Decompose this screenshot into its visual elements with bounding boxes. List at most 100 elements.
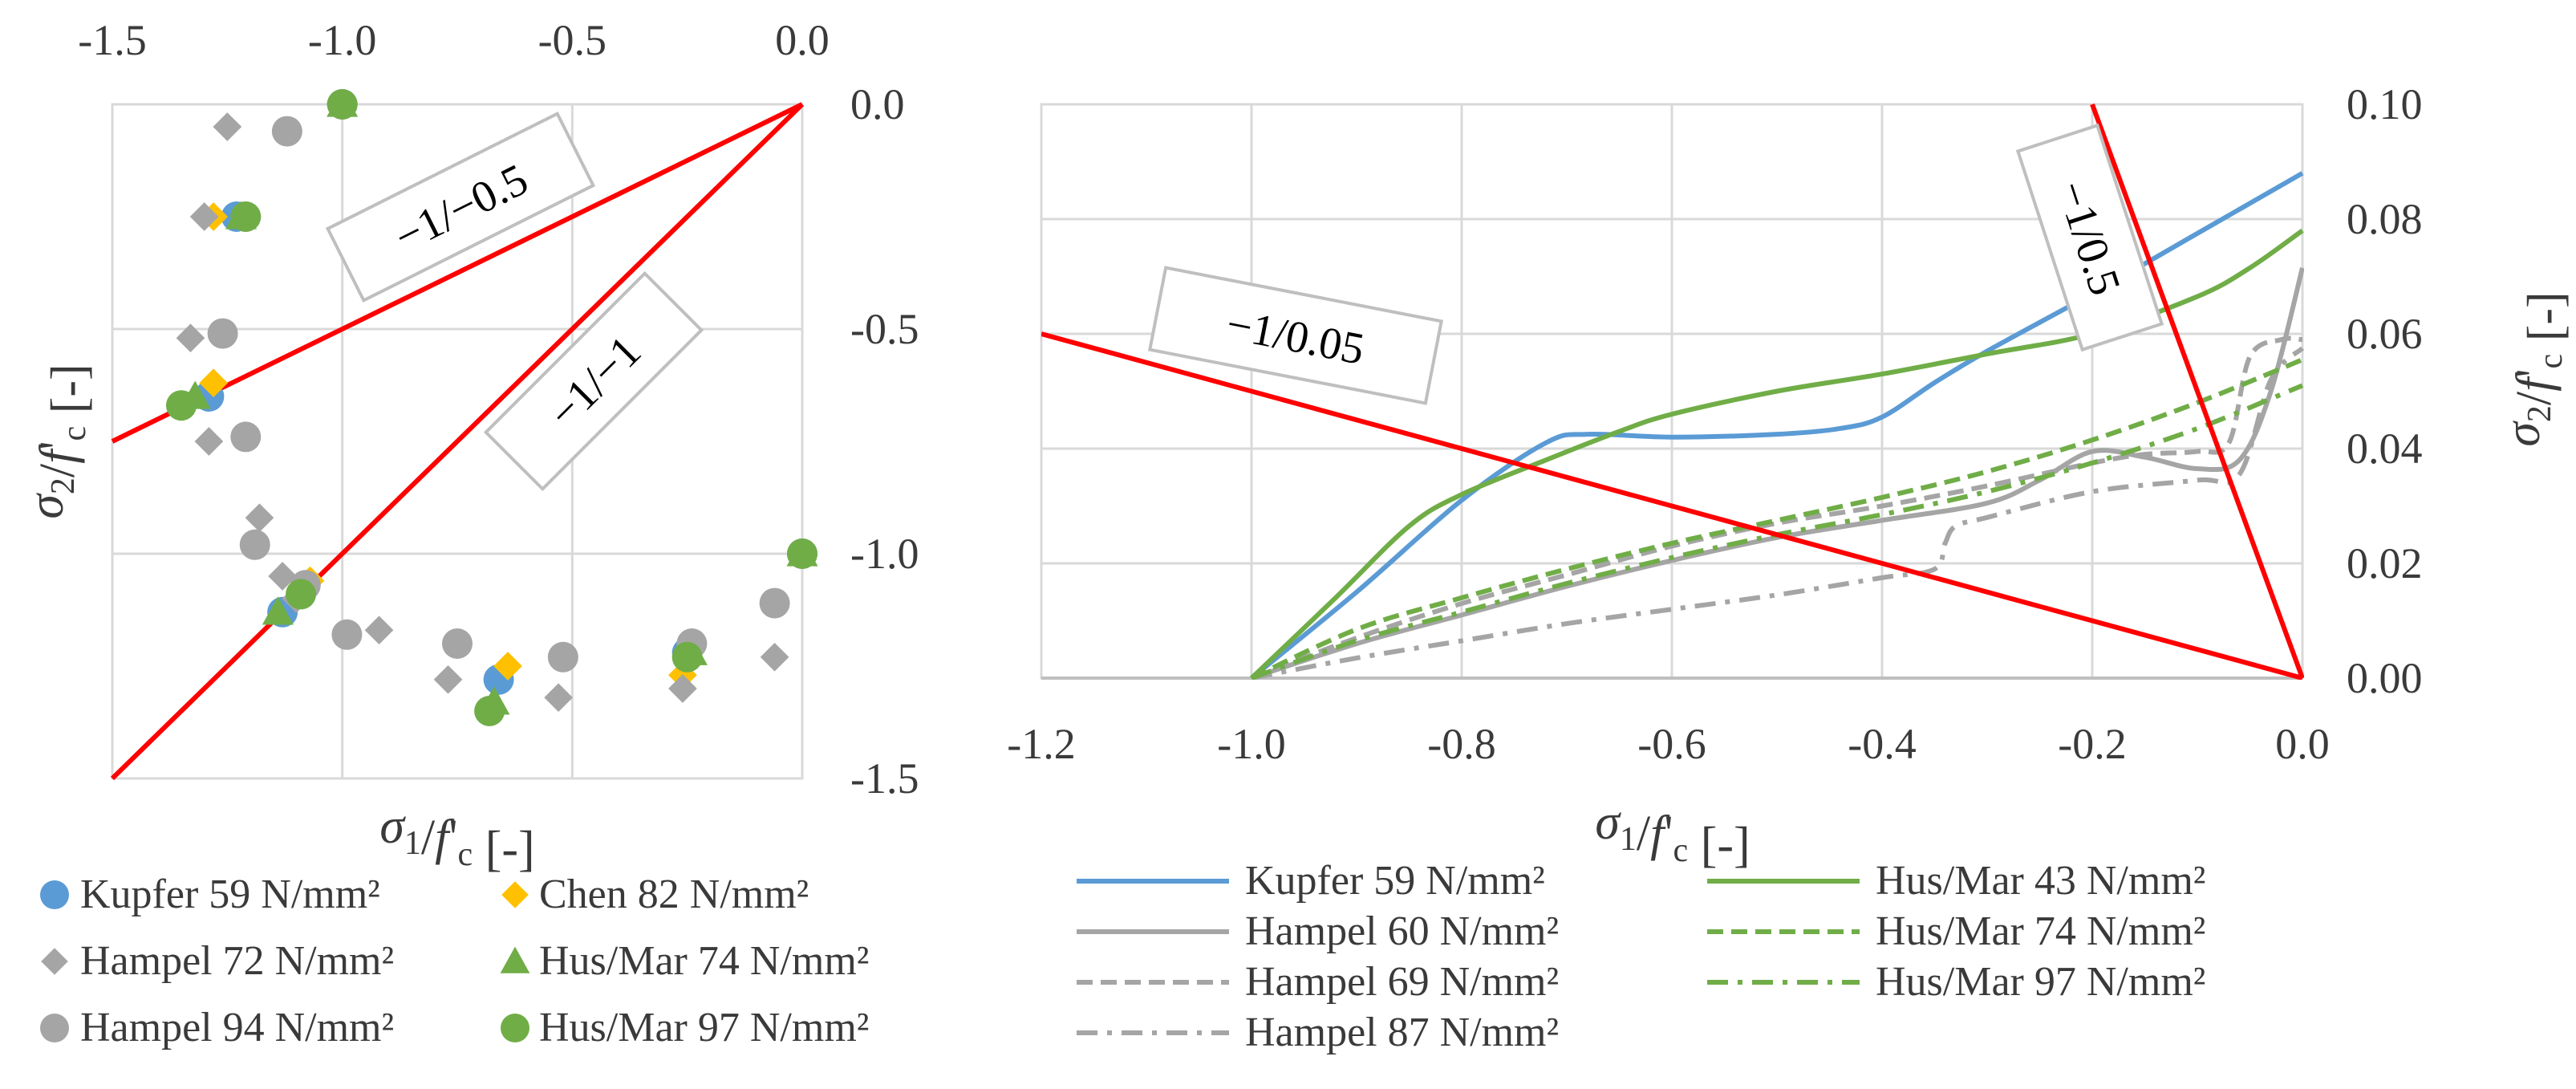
left-limit-line-2 xyxy=(110,102,805,781)
right-y-axis-label: σ2/f'c [-] xyxy=(2496,291,2573,446)
right-x-tick-label: -0.8 xyxy=(1427,720,1495,768)
right-legend-label: Hus/Mar 74 N/mm² xyxy=(1876,908,2205,954)
left-legend-item: Hus/Mar 97 N/mm² xyxy=(501,1005,869,1050)
right-legend-item: Hampel 69 N/mm² xyxy=(1077,959,1559,1005)
right-x-tick-label: -0.2 xyxy=(2058,720,2126,768)
right-annotation-box-1: −1/0.05 xyxy=(1147,266,1444,405)
scatter-point xyxy=(194,427,224,456)
right-legend-item: Kupfer 59 N/mm² xyxy=(1077,858,1545,904)
scatter-point xyxy=(230,201,262,232)
left-legend-label: Hampel 72 N/mm² xyxy=(80,938,394,984)
scatter-point xyxy=(547,641,578,672)
left-series-hus-mar-97-n-mm xyxy=(166,89,817,726)
legend-marker-circle xyxy=(501,1014,529,1042)
left-limit-line-1 xyxy=(111,102,804,444)
right-y-tick-label: 0.06 xyxy=(2347,310,2423,358)
right-legend-item: Hampel 60 N/mm² xyxy=(1077,908,1559,954)
scatter-point xyxy=(493,652,522,681)
scatter-point xyxy=(245,503,274,533)
left-legend-item: Hampel 94 N/mm² xyxy=(40,1005,394,1050)
scatter-point xyxy=(668,674,697,703)
right-legend-label: Hus/Mar 97 N/mm² xyxy=(1876,959,2205,1005)
legend-marker-diamond xyxy=(501,881,529,908)
right-y-tick-label: 0.10 xyxy=(2347,80,2423,128)
right-legend-label: Hampel 60 N/mm² xyxy=(1245,908,1559,954)
scatter-point xyxy=(474,696,505,726)
right-limit-line-2 xyxy=(2090,103,2304,680)
left-legend-item: Hampel 72 N/mm² xyxy=(41,938,394,984)
right-y-tick-label: 0.04 xyxy=(2347,425,2423,473)
scatter-point xyxy=(286,579,317,610)
right-y-tick-label: 0.00 xyxy=(2347,654,2423,702)
right-x-tick-label: 0.0 xyxy=(2275,720,2330,768)
left-legend-item: Hus/Mar 74 N/mm² xyxy=(500,938,869,984)
right-series-hampel-69-n-mm-dash xyxy=(1250,335,2303,680)
legend-marker-triangle xyxy=(500,946,530,973)
scatter-point xyxy=(230,421,262,453)
left-y-tick-label: -1.5 xyxy=(850,754,919,803)
left-legend-label: Hus/Mar 74 N/mm² xyxy=(539,938,869,984)
right-annotation-box-2: −1/0.5 xyxy=(2015,123,2164,352)
scatter-point xyxy=(760,642,789,672)
scatter-point xyxy=(268,562,297,591)
right-x-tick-label: -1.2 xyxy=(1007,720,1075,768)
annotation-box-frame xyxy=(2015,123,2164,352)
annotation-box-frame xyxy=(1147,266,1444,405)
scatter-point xyxy=(239,529,270,560)
right-legend-item: Hampel 87 N/mm² xyxy=(1077,1010,1559,1055)
scatter-point xyxy=(331,619,363,650)
right-x-tick-label: -0.6 xyxy=(1637,720,1706,768)
annotation-box-frame xyxy=(483,270,704,492)
right-legend-label: Kupfer 59 N/mm² xyxy=(1245,858,1545,904)
right-legend-label: Hampel 87 N/mm² xyxy=(1245,1010,1559,1055)
right-line-chart: -1.2 -1.0 -0.8 -0.6 -0.4 -0.2 0.0 0.10 0.08 0.06 0… xyxy=(1007,80,2573,872)
left-legend-item: Chen 82 N/mm² xyxy=(501,872,809,917)
scatter-point xyxy=(213,112,242,141)
legend-marker-circle xyxy=(40,880,69,909)
scatter-point xyxy=(544,683,573,713)
right-y-tick-label: 0.02 xyxy=(2347,539,2423,587)
left-legend: Kupfer 59 N/mm² Chen 82 N/mm² Hampel 72 N/… xyxy=(40,872,869,1050)
right-legend-label: Hus/Mar 43 N/mm² xyxy=(1876,858,2205,904)
scatter-point xyxy=(759,587,790,619)
right-legend-item: Hus/Mar 43 N/mm² xyxy=(1707,858,2205,904)
left-y-tick-label: -0.5 xyxy=(850,305,919,353)
left-legend-label: Chen 82 N/mm² xyxy=(539,872,809,917)
right-x-tick-label: -0.4 xyxy=(1848,720,1916,768)
scatter-point xyxy=(166,390,197,421)
left-y-tick-label: -1.0 xyxy=(850,530,919,578)
left-x-tick-label: -1.0 xyxy=(308,16,376,64)
left-legend-label: Hampel 94 N/mm² xyxy=(80,1005,394,1050)
scatter-point xyxy=(327,89,358,120)
left-legend-label: Kupfer 59 N/mm² xyxy=(80,872,380,917)
scatter-point xyxy=(442,628,473,659)
legend-marker-circle xyxy=(40,1014,69,1042)
legend-marker-diamond xyxy=(41,948,68,975)
left-legend-item: Kupfer 59 N/mm² xyxy=(40,872,380,917)
scatter-point xyxy=(271,116,302,147)
scatter-point xyxy=(262,596,294,625)
right-limit-line-1 xyxy=(1041,331,2303,680)
right-series-group xyxy=(1041,103,2304,680)
left-y-axis-label: σ2/f'c [-] xyxy=(19,364,96,518)
scatter-point xyxy=(433,664,463,694)
scatter-point xyxy=(364,616,394,645)
left-x-tick-label: 0.0 xyxy=(775,16,830,64)
left-x-tick-label: -1.5 xyxy=(78,16,146,64)
left-legend-label: Hus/Mar 97 N/mm² xyxy=(539,1005,869,1050)
right-series-hampel-60-n-mm-solid xyxy=(1251,267,2304,680)
right-x-axis-label: σ1/f'c [-] xyxy=(1595,795,1750,872)
right-x-tick-label: -1.0 xyxy=(1217,720,1285,768)
scatter-point xyxy=(207,318,238,349)
right-y-tick-label: 0.08 xyxy=(2347,195,2423,243)
scatter-point xyxy=(671,641,703,672)
right-legend-label: Hampel 69 N/mm² xyxy=(1245,959,1559,1005)
scatter-point xyxy=(176,323,205,353)
left-y-tick-label: 0.0 xyxy=(850,80,905,128)
scatter-point xyxy=(189,202,219,231)
right-legend-item: Hus/Mar 74 N/mm² xyxy=(1707,908,2205,954)
left-x-tick-label: -0.5 xyxy=(538,16,606,64)
right-legend-item: Hus/Mar 97 N/mm² xyxy=(1707,959,2205,1005)
right-legend: Kupfer 59 N/mm² Hus/Mar 43 N/mm² Hampel 60… xyxy=(1077,858,2205,1055)
